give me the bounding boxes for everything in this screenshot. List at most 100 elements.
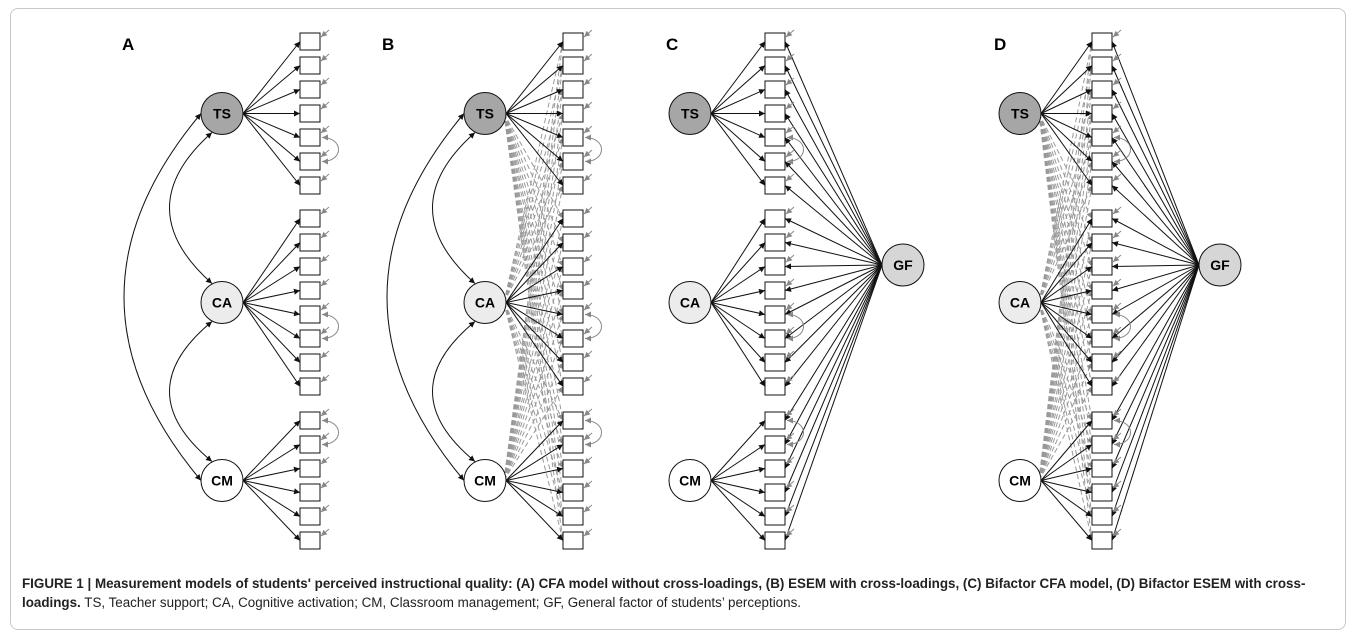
residual bbox=[320, 302, 330, 311]
indicator bbox=[562, 507, 584, 526]
residual bbox=[583, 350, 593, 359]
residual-covariance bbox=[786, 311, 804, 342]
loading bbox=[505, 288, 564, 303]
residual-covariance bbox=[1113, 134, 1131, 165]
loading bbox=[242, 302, 301, 339]
indicator bbox=[299, 56, 321, 75]
loading bbox=[710, 41, 766, 114]
cross-loading bbox=[503, 161, 564, 303]
indicator bbox=[562, 483, 584, 502]
indicator bbox=[1091, 531, 1113, 550]
loading bbox=[242, 480, 301, 517]
indicator bbox=[562, 531, 584, 550]
general-loading bbox=[784, 264, 883, 363]
general-loading bbox=[1111, 264, 1200, 292]
general-loading bbox=[784, 240, 883, 266]
loading bbox=[242, 288, 301, 303]
general-loading bbox=[1111, 137, 1200, 266]
loading bbox=[505, 302, 564, 387]
loading bbox=[1040, 65, 1093, 114]
indicator bbox=[764, 104, 786, 123]
general-factor-label: GF bbox=[893, 257, 913, 273]
residual bbox=[583, 77, 593, 86]
cross-loading bbox=[503, 137, 564, 303]
loading bbox=[1040, 420, 1093, 481]
loading bbox=[242, 113, 301, 162]
general-loading bbox=[1111, 161, 1200, 266]
factor bbox=[998, 92, 1042, 135]
residual bbox=[320, 432, 330, 441]
residual bbox=[1112, 29, 1122, 38]
loading bbox=[505, 41, 564, 114]
residual bbox=[1112, 173, 1122, 182]
cross-loading bbox=[1038, 386, 1093, 481]
indicator bbox=[1091, 152, 1113, 171]
loading bbox=[505, 302, 564, 363]
residual bbox=[320, 125, 330, 134]
loading bbox=[1040, 444, 1093, 481]
cross-loading bbox=[503, 137, 565, 481]
cross-loading bbox=[503, 113, 565, 303]
indicator bbox=[764, 56, 786, 75]
residual bbox=[785, 456, 795, 465]
indicator bbox=[562, 176, 584, 195]
general-loading bbox=[784, 65, 883, 266]
residual bbox=[583, 456, 593, 465]
cross-loading bbox=[503, 290, 565, 481]
residual bbox=[583, 29, 593, 38]
residual bbox=[320, 206, 330, 215]
factor-label: TS bbox=[476, 106, 494, 122]
loading bbox=[242, 302, 301, 363]
factor bbox=[200, 281, 244, 324]
indicator bbox=[299, 435, 321, 454]
general-loading bbox=[784, 264, 883, 517]
cross-loading bbox=[503, 113, 565, 469]
cross-loading bbox=[1038, 113, 1093, 267]
cross-loading bbox=[1038, 113, 1093, 219]
loading bbox=[242, 89, 301, 114]
indicator bbox=[1091, 329, 1113, 348]
loading bbox=[1040, 41, 1093, 114]
indicator bbox=[562, 32, 584, 51]
general-loading bbox=[784, 264, 883, 292]
indicator bbox=[562, 56, 584, 75]
indicator bbox=[1091, 209, 1113, 228]
cross-loading bbox=[503, 41, 565, 303]
cross-loading bbox=[1038, 161, 1093, 303]
indicator bbox=[1091, 459, 1113, 478]
indicator bbox=[299, 233, 321, 252]
loading bbox=[505, 302, 564, 339]
loading bbox=[710, 266, 766, 303]
loading bbox=[710, 302, 766, 363]
cross-loading bbox=[1038, 113, 1094, 421]
indicator bbox=[562, 209, 584, 228]
residual bbox=[583, 254, 593, 263]
residual-covariance bbox=[321, 134, 339, 165]
loading bbox=[505, 113, 564, 138]
factor-label: CM bbox=[474, 473, 496, 489]
indicator bbox=[299, 531, 321, 550]
general-loading bbox=[1111, 264, 1200, 315]
loading bbox=[505, 444, 564, 481]
factor-label: CA bbox=[475, 295, 495, 311]
cross-loading bbox=[1038, 113, 1094, 363]
loading bbox=[1040, 302, 1093, 363]
general-loading bbox=[784, 218, 883, 266]
indicator bbox=[562, 152, 584, 171]
factor-covariance bbox=[432, 321, 476, 462]
residual bbox=[785, 125, 795, 134]
indicator bbox=[1091, 56, 1113, 75]
residual bbox=[320, 149, 330, 158]
residual bbox=[785, 432, 795, 441]
loading bbox=[1040, 302, 1093, 387]
loading bbox=[710, 302, 766, 387]
loading bbox=[710, 89, 766, 114]
indicator bbox=[764, 411, 786, 430]
residual bbox=[583, 278, 593, 287]
indicator bbox=[299, 104, 321, 123]
loading bbox=[1040, 480, 1093, 517]
residual bbox=[1112, 374, 1122, 383]
residual bbox=[320, 504, 330, 513]
loading bbox=[710, 113, 766, 162]
